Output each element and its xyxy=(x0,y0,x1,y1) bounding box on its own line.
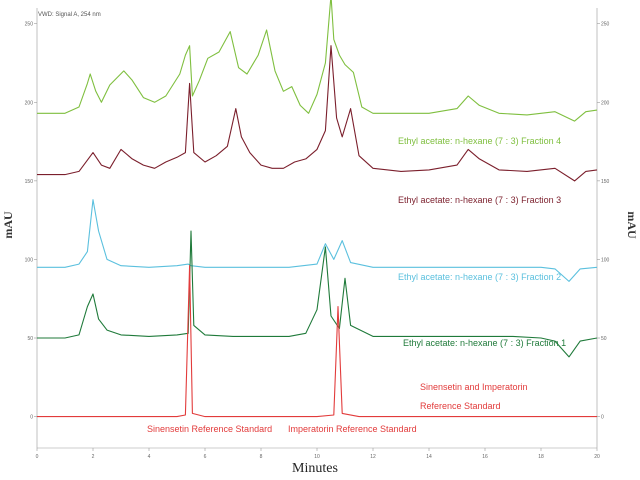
y-tick-label-left: 250 xyxy=(25,22,34,28)
annotation-combined-line-2: Reference Standard xyxy=(420,401,501,411)
x-tick-label: 2 xyxy=(92,454,95,460)
series-label-fraction-2: Ethyl acetate: n-hexane (7 : 3) Fraction… xyxy=(398,272,561,282)
y-axis-title-right: mAU xyxy=(625,211,639,239)
x-tick-label: 14 xyxy=(426,454,432,460)
series-fraction-3-line xyxy=(37,45,598,182)
y-tick-label-right: 250 xyxy=(601,22,610,28)
x-tick-label: 6 xyxy=(204,454,207,460)
series-fraction-2-line xyxy=(37,199,598,282)
x-tick-label: 10 xyxy=(314,454,320,460)
y-axis-title-left: mAU xyxy=(1,211,15,239)
y-tick-label-left: 200 xyxy=(25,100,34,106)
annotation-combined-line-1: Sinensetin and Imperatorin xyxy=(420,382,528,392)
y-tick-label-left: 50 xyxy=(27,336,33,342)
y-tick-label-right: 200 xyxy=(601,100,610,106)
x-tick-label: 0 xyxy=(36,454,39,460)
x-tick-label: 18 xyxy=(538,454,544,460)
chart-header: VWD: Signal A, 254 nm xyxy=(38,12,101,18)
y-tick-label-left: 150 xyxy=(25,179,34,185)
x-tick-label: 20 xyxy=(594,454,600,460)
y-tick-label-right: 50 xyxy=(601,336,607,342)
y-tick-label-left: 100 xyxy=(25,257,34,263)
y-tick-label-right: 0 xyxy=(601,415,604,421)
series-label-fraction-1: Ethyl acetate: n-hexane (7 : 3) Fraction… xyxy=(403,338,566,348)
x-tick-label: 16 xyxy=(482,454,488,460)
x-tick-label: 4 xyxy=(148,454,151,460)
annotation-sinensetin: Sinensetin Reference Standard xyxy=(147,424,272,434)
y-tick-label-right: 150 xyxy=(601,179,610,185)
series-fraction-4-line xyxy=(37,0,598,122)
annotation-imperatorin: Imperatorin Reference Standard xyxy=(288,424,417,434)
series-label-fraction-3: Ethyl acetate: n-hexane (7 : 3) Fraction… xyxy=(398,195,561,205)
series-fraction-1-line xyxy=(37,230,598,358)
series-label-fraction-4: Ethyl acetate: n-hexane (7 : 3) Fraction… xyxy=(398,136,561,146)
x-tick-label: 12 xyxy=(370,454,376,460)
x-tick-label: 8 xyxy=(260,454,263,460)
y-tick-label-left: 0 xyxy=(30,415,33,421)
y-tick-label-right: 100 xyxy=(601,257,610,263)
series-reference-standard-line xyxy=(37,265,597,418)
x-axis-title: Minutes xyxy=(292,461,338,476)
